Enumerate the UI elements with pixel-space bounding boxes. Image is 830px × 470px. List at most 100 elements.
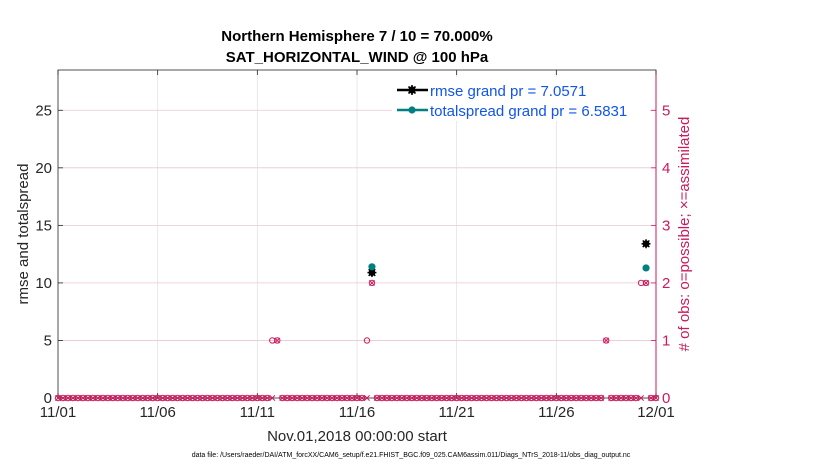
obs-assimilated-marker [119, 395, 126, 401]
rmse-point [367, 268, 377, 278]
obs-assimilated-stroke [189, 395, 196, 401]
obs-assimilated-marker [234, 395, 241, 401]
obs-assimilated-stroke [129, 395, 136, 401]
obs-assimilated-stroke [299, 395, 306, 401]
obs-assimilated-stroke [648, 395, 654, 401]
obs-assimilated-marker [648, 395, 654, 401]
obs-assimilated-marker [149, 395, 156, 401]
y-right-tick-label: 0 [662, 390, 670, 407]
x-tick-label: 11/11 [240, 404, 275, 421]
legend-totalspread-marker [408, 106, 416, 114]
obs-assimilated-stroke [334, 395, 341, 401]
obs-assimilated-marker [224, 395, 231, 401]
obs-assimilated-stroke [403, 395, 410, 401]
obs-assimilated-stroke [523, 395, 530, 401]
obs-assimilated-marker [563, 395, 570, 401]
obs-assimilated-marker [568, 395, 575, 401]
obs-assimilated-stroke [214, 395, 221, 401]
obs-assimilated-marker [114, 395, 121, 401]
obs-assimilated-stroke [508, 395, 515, 401]
obs-assimilated-marker [583, 395, 590, 401]
obs-assimilated-stroke [159, 395, 166, 401]
obs-assimilated-stroke [284, 395, 291, 401]
obs-assimilated-stroke [99, 395, 106, 401]
obs-assimilated-stroke [219, 395, 226, 401]
obs-assimilated-marker [219, 395, 226, 401]
obs-assimilated-marker [179, 395, 186, 401]
obs-assimilated-marker [249, 395, 256, 401]
obs-assimilated-stroke [89, 395, 96, 401]
obs-assimilated-marker [204, 395, 211, 401]
obs-assimilated-marker [274, 337, 281, 344]
obs-assimilated-marker [79, 395, 86, 401]
obs-assimilated-stroke [478, 395, 485, 401]
obs-assimilated-marker [428, 395, 435, 401]
obs-assimilated-stroke [463, 395, 470, 401]
obs-assimilated-marker [104, 395, 111, 401]
obs-assimilated-marker [503, 395, 510, 401]
obs-assimilated-stroke [84, 395, 91, 401]
obs-assimilated-marker [458, 395, 465, 401]
obs-assimilated-marker [438, 395, 445, 401]
obs-assimilated-stroke [174, 395, 181, 401]
obs-assimilated-marker [538, 395, 545, 401]
obs-assimilated-stroke [109, 395, 116, 401]
obs-assimilated-stroke [204, 395, 211, 401]
obs-assimilated-stroke [438, 395, 445, 401]
legend-totalspread-label: totalspread grand pr = 6.5831 [430, 103, 627, 120]
obs-possible-marker [642, 279, 650, 287]
obs-assimilated-stroke [468, 395, 475, 401]
obs-assimilated-marker [94, 395, 101, 401]
obs-assimilated-marker [643, 279, 649, 286]
obs-assimilated-marker [523, 395, 530, 401]
obs-assimilated-marker [628, 395, 635, 401]
obs-assimilated-marker [229, 395, 236, 401]
obs-assimilated-marker [633, 395, 640, 401]
obs-assimilated-marker [493, 395, 500, 401]
obs-assimilated-marker [473, 395, 480, 401]
obs-assimilated-marker [368, 279, 375, 286]
obs-assimilated-marker [144, 395, 151, 401]
obs-assimilated-marker [60, 395, 66, 401]
obs-assimilated-stroke [618, 395, 625, 401]
obs-assimilated-marker [304, 395, 311, 401]
obs-assimilated-marker [164, 395, 171, 401]
y-right-tick-label: 3 [662, 217, 670, 234]
obs-assimilated-stroke [428, 395, 435, 401]
obs-assimilated-stroke [194, 395, 201, 401]
obs-assimilated-stroke [119, 395, 126, 401]
obs-assimilated-stroke [633, 395, 640, 401]
obs-assimilated-stroke [528, 395, 535, 401]
obs-assimilated-marker [55, 395, 61, 401]
x-tick-label: 11/21 [438, 404, 474, 421]
chart-title-line2: SAT_HORIZONTAL_WIND @ 100 hPa [226, 49, 489, 66]
obs-assimilated-marker [134, 395, 141, 401]
obs-assimilated-stroke [249, 395, 256, 401]
obs-assimilated-marker [548, 395, 555, 401]
obs-assimilated-marker [84, 395, 91, 401]
obs-assimilated-marker [169, 395, 176, 401]
obs-assimilated-marker [508, 395, 515, 401]
obs-assimilated-stroke [169, 395, 176, 401]
obs-assimilated-stroke [473, 395, 480, 401]
obs-assimilated-marker [543, 395, 550, 401]
obs-assimilated-stroke [503, 395, 510, 401]
legend-rmse-marker [407, 85, 417, 95]
obs-assimilated-marker [294, 395, 301, 401]
obs-assimilated-marker [109, 395, 116, 401]
obs-assimilated-stroke [79, 395, 86, 401]
obs-assimilated-marker [498, 395, 505, 401]
x-axis-ticks: 11/01 11/06 11/11 11/16 11/21 11/26 12/01 [40, 70, 675, 421]
obs-assimilated-stroke [274, 337, 281, 344]
obs-assimilated-stroke [364, 395, 370, 401]
obs-assimilated-stroke [553, 395, 560, 401]
legend-rmse-label: rmse grand pr = 7.0571 [430, 83, 586, 100]
x-tick-label: 12/01 [637, 404, 675, 421]
obs-assimilated-stroke [543, 395, 550, 401]
x-tick-label: 11/06 [139, 404, 175, 421]
obs-assimilated-stroke [304, 395, 311, 401]
rmse-point-stroke [642, 239, 650, 248]
obs-assimilated-marker [359, 395, 365, 401]
obs-assimilated-stroke [628, 395, 635, 401]
obs-assimilated-marker [189, 395, 196, 401]
